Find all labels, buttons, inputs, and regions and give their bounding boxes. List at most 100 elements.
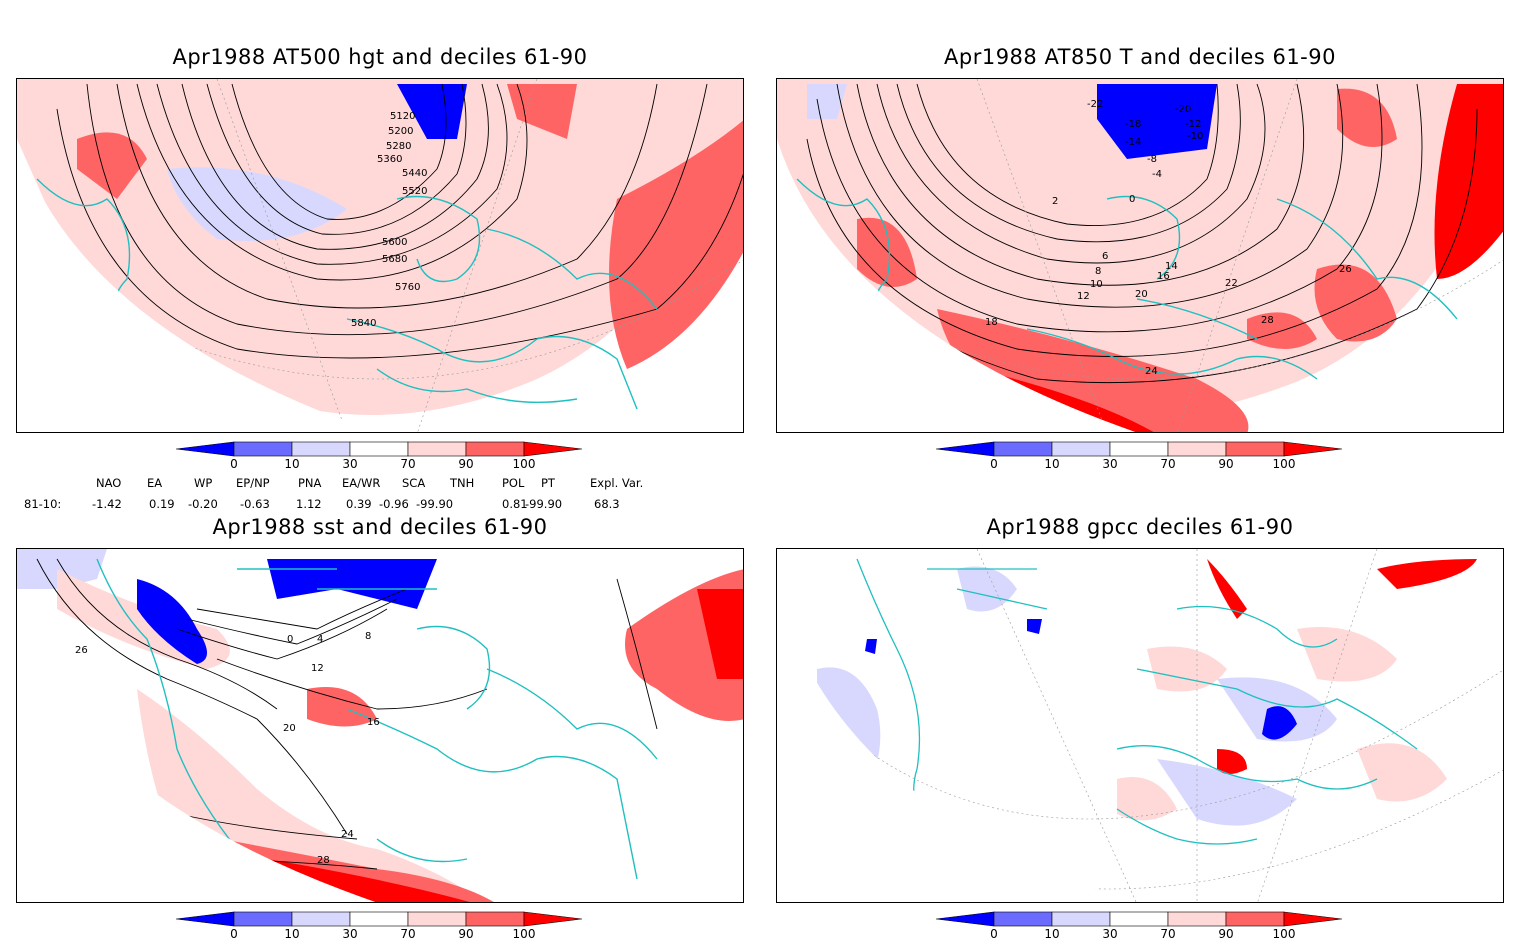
map-hgt500-canvas: 5120 5200 5280 5360 5440 5520 5600 5680 … [17, 79, 743, 432]
colorbar-swatch [936, 911, 995, 927]
contour-label: -10 [1187, 131, 1203, 142]
colorbar-swatch [523, 911, 583, 927]
colorbar-swatch [993, 911, 1053, 927]
contour-label: 5760 [395, 282, 420, 293]
colorbar-tick-label: 30 [342, 457, 358, 471]
colorbar-swatch [936, 441, 995, 457]
index-value: -0.63 [240, 497, 270, 511]
colorbar-swatch [1225, 911, 1285, 927]
colorbar-swatch [1167, 441, 1227, 457]
index-value: -1.42 [92, 497, 122, 511]
colorbar-tick-label: 10 [1044, 457, 1060, 471]
colorbar-tick-label: 90 [1218, 457, 1234, 471]
contour-label: 8 [1095, 266, 1101, 277]
colorbar-tick-label: 70 [400, 457, 416, 471]
contour-label: 0 [287, 634, 293, 645]
contour-label: 0 [1129, 194, 1135, 205]
colorbar-swatches [936, 441, 1343, 457]
map-sst: 0 4 8 12 16 20 24 26 28 [16, 548, 744, 903]
colorbar-tick-label: 90 [458, 927, 474, 941]
contour-label: 4 [317, 634, 323, 645]
colorbar-tick-label: 100 [512, 457, 536, 471]
index-value: -99.90 [416, 497, 454, 511]
index-value: 0.19 [149, 497, 175, 511]
index-value: -0.20 [188, 497, 218, 511]
colorbar-swatch [993, 441, 1053, 457]
contour-label: 2 [1052, 196, 1058, 207]
contour-label: 28 [1261, 315, 1274, 326]
colorbar-swatch [1167, 911, 1227, 927]
panel-title-sst: Apr1988 sst and deciles 61-90 [212, 515, 548, 539]
colorbar-gpcc: 0 10 30 70 90 100 [936, 910, 1356, 944]
colorbar-swatch [465, 911, 525, 927]
contour-label: -8 [1147, 154, 1157, 165]
contour-label: 5520 [402, 186, 427, 197]
contour-label: 6 [1102, 251, 1108, 262]
contour-label: -18 [1125, 119, 1141, 130]
colorbar-swatches [176, 911, 583, 927]
colorbar-swatches [936, 911, 1343, 927]
colorbar-tick-label: 100 [1272, 457, 1296, 471]
index-value: -0.96 [379, 497, 409, 511]
map-hgt500: 5120 5200 5280 5360 5440 5520 5600 5680 … [16, 78, 744, 433]
colorbar-swatch [1051, 441, 1111, 457]
colorbar-tick-label: 30 [1102, 457, 1118, 471]
colorbar-swatch [1051, 911, 1111, 927]
contour-label: 14 [1165, 261, 1178, 272]
contour-label: 16 [1157, 271, 1170, 282]
colorbar-swatch [1109, 911, 1169, 927]
contour-label: 24 [341, 829, 354, 840]
index-value: 0.39 [346, 497, 372, 511]
index-row-label: 81-10: [24, 497, 62, 511]
colorbar-swatch [176, 911, 235, 927]
colorbar-tick-label: 30 [342, 927, 358, 941]
contour-label: -22 [1087, 99, 1103, 110]
contour-label: 5200 [388, 126, 413, 137]
contour-label: 24 [1145, 366, 1158, 377]
indices-values-row: 81-10: -1.42 0.19 -0.20 -0.63 1.12 0.39 … [0, 497, 760, 513]
contour-label: 5600 [382, 237, 407, 248]
colorbar-swatch [407, 441, 467, 457]
colorbar-tick-label: 30 [1102, 927, 1118, 941]
contour-label: 10 [1090, 279, 1103, 290]
colorbar-tick-label: 10 [284, 457, 300, 471]
index-value: 1.12 [296, 497, 322, 511]
contour-label: 5120 [390, 111, 415, 122]
colorbar-swatch [291, 441, 351, 457]
colorbar-swatch [1109, 441, 1169, 457]
colorbar-swatch [233, 911, 293, 927]
contour-label: 5840 [351, 318, 376, 329]
contour-label: 20 [1135, 289, 1148, 300]
contour-label: 22 [1225, 278, 1238, 289]
colorbar-swatch [1283, 911, 1343, 927]
map-t850: -22 -20 -18 -14 -12 -10 -8 -4 0 2 6 8 10… [776, 78, 1504, 433]
colorbar-tick-label: 0 [990, 457, 998, 471]
contour-label: -12 [1185, 119, 1201, 130]
index-header: EA [147, 476, 163, 490]
indices-header-row: NAO EA WP EP/NP PNA EA/WR SCA TNH POL PT… [0, 476, 760, 492]
map-t850-canvas: -22 -20 -18 -14 -12 -10 -8 -4 0 2 6 8 10… [777, 79, 1503, 432]
contour-label: 28 [317, 855, 330, 866]
contour-label: -4 [1152, 169, 1162, 180]
contour-label: 5360 [377, 154, 402, 165]
contour-label: 12 [311, 663, 324, 674]
panel-title-t850: Apr1988 AT850 T and deciles 61-90 [944, 45, 1336, 69]
colorbar-swatch [407, 911, 467, 927]
colorbar-tick-label: 70 [400, 927, 416, 941]
index-header: PT [541, 476, 555, 490]
colorbar-tick-label: 100 [512, 927, 536, 941]
index-header: EA/WR [342, 476, 381, 490]
colorbar-swatch [349, 911, 409, 927]
colorbar-tick-label: 0 [230, 927, 238, 941]
colorbar-tick-label: 10 [1044, 927, 1060, 941]
contour-label: 5680 [382, 254, 407, 265]
colorbar-swatch [1283, 441, 1343, 457]
colorbar-t850: 0 10 30 70 90 100 [936, 440, 1356, 474]
map-gpcc-canvas [777, 549, 1503, 902]
colorbar-tick-label: 10 [284, 927, 300, 941]
contour-label: 26 [75, 645, 88, 656]
contour-label: 16 [367, 717, 380, 728]
index-header: POL [502, 476, 525, 490]
colorbar-swatch [291, 911, 351, 927]
colorbar-swatch [176, 441, 235, 457]
